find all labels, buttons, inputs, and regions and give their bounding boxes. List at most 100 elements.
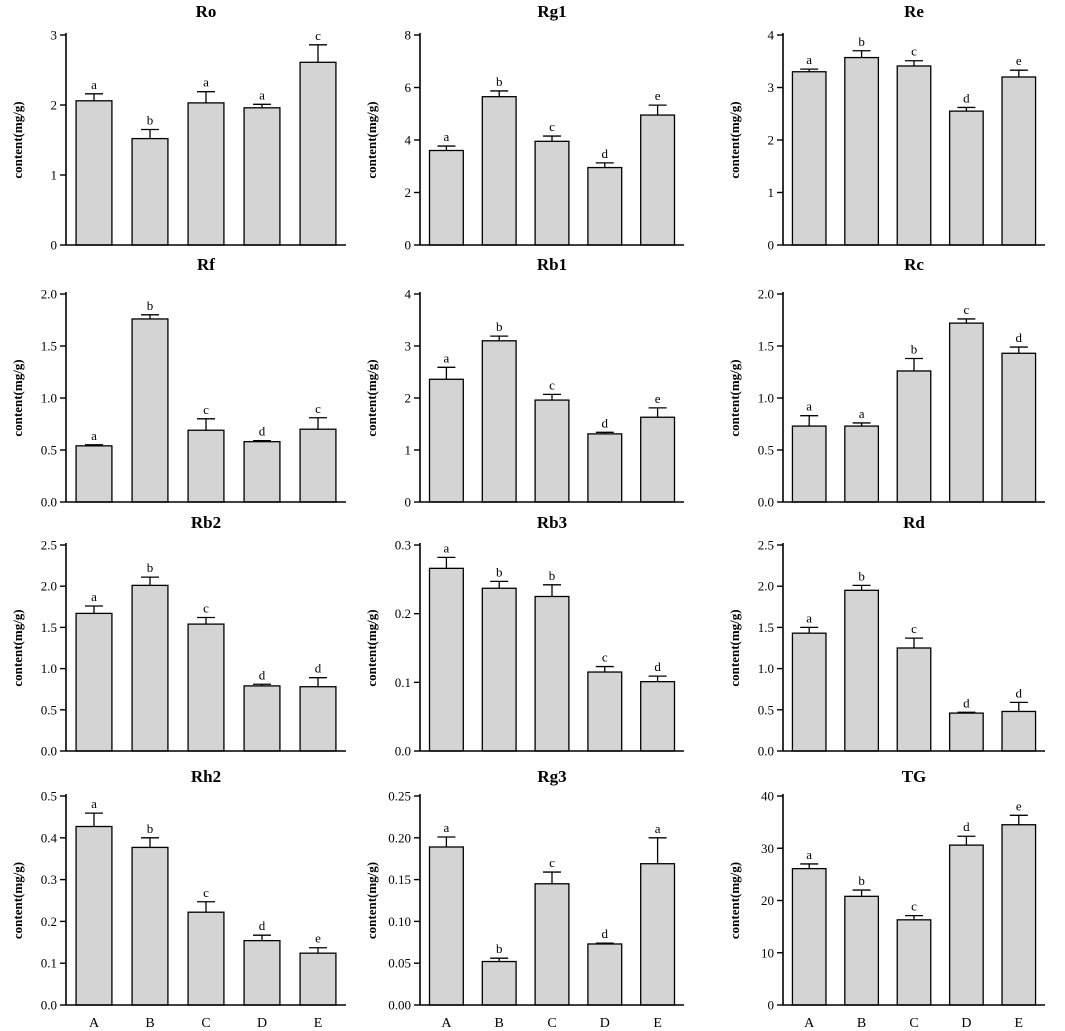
significance-letter: c [203, 885, 209, 900]
y-tick-label: 2.5 [758, 538, 774, 553]
significance-letter: c [911, 621, 917, 636]
significance-letter: b [147, 821, 154, 836]
bar-E [1001, 824, 1037, 1006]
bar-A [75, 445, 113, 503]
y-tick-label: 2 [405, 391, 412, 406]
chart-panel-rb2: Rb2 content(mg/g) a b c d d 0.0 0.5 1.0 1.5 2.0 2.5 [10, 513, 346, 759]
y-tick-label: 0.0 [41, 744, 57, 759]
bar-C [896, 370, 932, 503]
significance-letter: b [858, 34, 865, 49]
y-tick-label: 2.0 [758, 579, 774, 594]
y-tick-label: 0 [768, 238, 775, 253]
y-tick-label: 0.5 [758, 443, 774, 458]
chart-panel-rf: Rf content(mg/g) a b c d c 0.0 0.5 1.0 1.5 2.0 [10, 255, 346, 510]
y-axis-label: content(mg/g) [727, 609, 742, 686]
bar-A [75, 825, 113, 1006]
significance-letter: d [963, 819, 970, 834]
y-tick-label: 1.5 [758, 339, 774, 354]
y-axis-label: content(mg/g) [364, 359, 379, 436]
bar-B [481, 96, 517, 246]
y-tick-label: 1.5 [41, 339, 57, 354]
bar-E [640, 416, 676, 503]
chart-title: Ro [196, 2, 217, 21]
y-tick-label: 2.0 [41, 579, 57, 594]
y-axis-label: content(mg/g) [364, 862, 379, 939]
y-tick-label: 40 [761, 789, 774, 804]
y-tick-label: 1 [405, 443, 412, 458]
bar-B [481, 340, 517, 503]
x-tick-label: D [961, 1016, 971, 1031]
bar-A [791, 867, 827, 1006]
y-tick-label: 1.0 [758, 661, 774, 676]
bar-E [1001, 352, 1037, 503]
y-axis-label: content(mg/g) [364, 101, 379, 178]
significance-letter: d [259, 918, 266, 933]
significance-letter: a [91, 77, 97, 92]
y-tick-label: 0.5 [758, 702, 774, 717]
y-tick-label: 0.3 [41, 872, 57, 887]
bar-D [948, 712, 984, 752]
y-tick-label: 0.10 [388, 914, 411, 929]
y-tick-label: 3 [768, 80, 775, 95]
bar-E [299, 686, 337, 752]
significance-letter: d [602, 415, 609, 430]
significance-letter: c [315, 401, 321, 416]
significance-letter: d [963, 90, 970, 105]
y-tick-label: 0.1 [41, 956, 57, 971]
significance-letter: d [259, 424, 266, 439]
bar-B [844, 895, 880, 1006]
significance-letter: d [1016, 330, 1023, 345]
y-tick-label: 0.1 [395, 675, 411, 690]
significance-letter: b [496, 941, 503, 956]
chart-title: TG [902, 767, 927, 786]
y-tick-label: 0.20 [388, 830, 411, 845]
significance-letter: a [859, 406, 865, 421]
chart-panel-tg: TG content(mg/g) a Ab Bc Cd De E 0 10 20 30 40 [727, 767, 1045, 1031]
x-tick-label: B [857, 1016, 866, 1031]
y-tick-label: 4 [405, 287, 412, 302]
bar-D [948, 110, 984, 246]
y-tick-label: 0.4 [41, 830, 58, 845]
bar-E [640, 680, 676, 752]
x-tick-label: D [257, 1016, 267, 1031]
y-axis-label: content(mg/g) [10, 609, 25, 686]
y-axis-label: content(mg/g) [727, 101, 742, 178]
bar-D [587, 166, 623, 246]
y-axis-label: content(mg/g) [10, 862, 25, 939]
y-tick-label: 2 [405, 185, 412, 200]
y-axis-label: content(mg/g) [10, 359, 25, 436]
y-tick-label: 1.0 [758, 391, 774, 406]
bar-C [896, 65, 932, 246]
significance-letter: c [911, 44, 917, 59]
bar-E [299, 428, 337, 503]
significance-letter: b [549, 568, 556, 583]
significance-letter: a [655, 821, 661, 836]
y-tick-label: 2.0 [758, 287, 774, 302]
chart-title: Rf [197, 255, 215, 274]
significance-letter: c [549, 377, 555, 392]
y-tick-label: 0.5 [41, 702, 57, 717]
chart-title: Rb1 [537, 255, 567, 274]
chart-panel-rb3: Rb3 content(mg/g) a b b c d 0.0 0.1 0.2 0.3 [364, 513, 684, 759]
y-tick-label: 1 [768, 185, 775, 200]
bar-D [243, 107, 281, 246]
significance-letter: d [259, 667, 266, 682]
bar-B [481, 587, 517, 752]
x-tick-label: A [89, 1016, 100, 1031]
bar-A [791, 425, 827, 503]
x-tick-label: A [804, 1016, 815, 1031]
y-tick-label: 0.0 [395, 744, 411, 759]
significance-letter: b [858, 873, 865, 888]
significance-letter: b [496, 74, 503, 89]
x-tick-label: D [600, 1016, 610, 1031]
bar-A [791, 71, 827, 246]
y-tick-label: 0 [405, 495, 412, 510]
y-tick-label: 2 [51, 98, 58, 113]
bar-C [534, 399, 570, 503]
bar-D [587, 943, 623, 1006]
significance-letter: a [91, 796, 97, 811]
bar-B [844, 425, 880, 503]
bar-B [131, 137, 169, 246]
significance-letter: b [496, 564, 503, 579]
bar-A [428, 846, 464, 1006]
